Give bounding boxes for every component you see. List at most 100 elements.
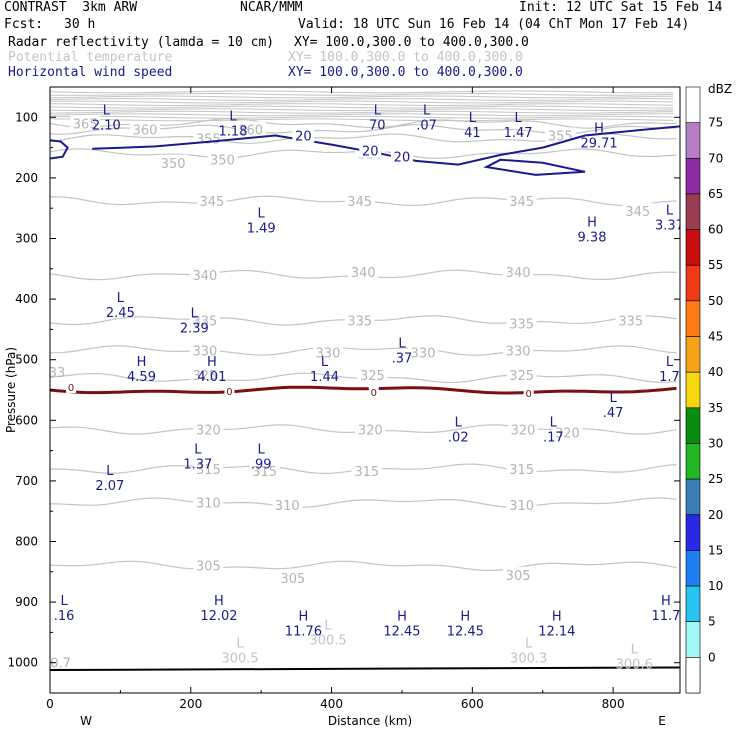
extremum-marker: L [258,206,266,221]
theta-contour-line [50,98,674,101]
extremum-marker: L [236,637,244,652]
theta-contour-label: 315 [196,463,221,478]
colorbar-level-label: 10 [708,579,723,593]
theta-contour-label: 325 [192,369,217,384]
theta-label-bg [503,342,534,358]
theta-label-bg [615,312,646,328]
wind-label-bg [292,127,315,143]
theta-contour-label: 315 [509,463,534,478]
theta-contour-label: 350 [210,154,235,169]
theta-contour-label: 330 [316,346,341,361]
extremum-marker: H [207,355,217,370]
x-axis-label: Distance (km) [328,714,412,728]
extremum-value: 2.07 [95,479,124,494]
extremum-value: .17 [543,430,564,445]
valid-time: Valid: 18 UTC Sun 16 Feb 14 (04 ChT Mon … [298,17,690,32]
org-label: NCAR/MMM [240,0,303,15]
theta-contour-line [50,100,674,104]
extremum-marker: L [258,443,266,458]
y-tick-label: 800 [15,535,38,549]
theta-label-bg [503,566,534,582]
theta-contour-label: 360 [133,123,158,138]
extremum-value: 1.49 [247,221,276,236]
fcst-value: 30 h [64,17,96,32]
theta-label-bg [355,421,386,437]
extremum-marker: L [666,203,674,218]
extremum-value: 3.37 [655,218,684,233]
colorbar-unit: dBZ [708,82,732,96]
colorbar-swatch [685,336,701,373]
wind-label-bg [359,142,382,158]
extremum-value: 29.71 [580,136,617,151]
reflectivity-label-bg [368,385,379,398]
x-end-label-east: E [658,714,666,728]
y-tick-label: 200 [15,171,38,185]
surface-line [50,666,680,671]
extremum-value: 12.45 [447,624,484,639]
theta-contour-line [50,90,674,94]
colorbar-swatch [685,229,701,266]
extremum-value: 300.5 [221,652,258,667]
colorbar-swatch [685,300,701,337]
colorbar-level-label: 30 [708,436,723,450]
field-xy-reflectivity: XY= 100.0,300.0 to 400.0,300.0 [294,35,529,50]
theta-contour-label: 345 [509,195,534,210]
theta-contour-line [50,345,677,356]
colorbar-level-label: 0 [708,650,716,664]
theta-contour-label: 320 [555,426,580,441]
extremum-marker: L [321,355,329,370]
y-tick-label: 700 [15,474,38,488]
colorbar-level-label: 15 [708,543,723,557]
theta-label-bg [193,460,224,476]
extremum-marker: H [397,609,407,624]
colorbar-level-label: 65 [708,187,723,201]
extremum-value: .07 [416,118,437,133]
x-tick-label: 200 [179,697,202,711]
reflectivity-label-bg [523,387,534,400]
field-xy-wind: XY= 100.0,300.0 to 400.0,300.0 [288,65,523,80]
colorbar-swatch [685,407,701,444]
extremum-marker: L [60,594,68,609]
extremum-value: 1.47 [504,126,533,141]
colorbar-level-label: 55 [708,258,723,272]
extremum-value: 300.5 [309,633,346,648]
extremum-marker: L [106,464,114,479]
reflectivity-label-bg [224,385,235,398]
theta-contour-label: 335 [618,314,643,329]
colorbar-swatch [685,514,701,551]
y-tick-label: 400 [15,292,38,306]
theta-label-bg [158,154,189,170]
field-name-reflectivity: Radar reflectivity (lamda = 10 cm) [8,35,275,50]
theta-label-bg [193,421,224,437]
theta-contour-label: 345 [625,205,650,220]
extremum-marker: L [423,103,431,118]
theta-label-bg [344,312,375,328]
extremum-value: 11.76 [285,624,322,639]
extremum-value: 70 [369,118,386,133]
theta-contour-line [50,115,674,119]
extremum-value: .02 [448,430,469,445]
extremum-marker: L [550,415,558,430]
colorbar-swatch [685,371,701,409]
theta-contour-label: 340 [192,269,217,284]
theta-label-bg [503,263,534,279]
theta-contour-label: 325 [509,369,534,384]
extremum-value: 12.45 [383,624,420,639]
extremum-value: 1.44 [310,370,339,385]
colorbar-level-label: 70 [708,151,723,165]
extremum-value: .47 [603,406,624,421]
colorbar-swatch [685,86,701,123]
theta-label-bg [622,203,653,219]
theta-label-bg [70,115,101,131]
colorbar-swatch [685,550,701,587]
theta-contour-label: 305 [196,560,221,575]
extremum-marker: H [594,121,604,136]
reflectivity-label-bg [66,380,77,393]
y-tick-label: 600 [15,413,38,427]
colorbar-level-label: 75 [708,116,723,130]
extremum-value: 2.45 [106,306,135,321]
y-tick-label: 100 [15,110,38,124]
y-axis-label: Pressure (hPa) [4,347,18,433]
extremum-marker: L [194,443,202,458]
